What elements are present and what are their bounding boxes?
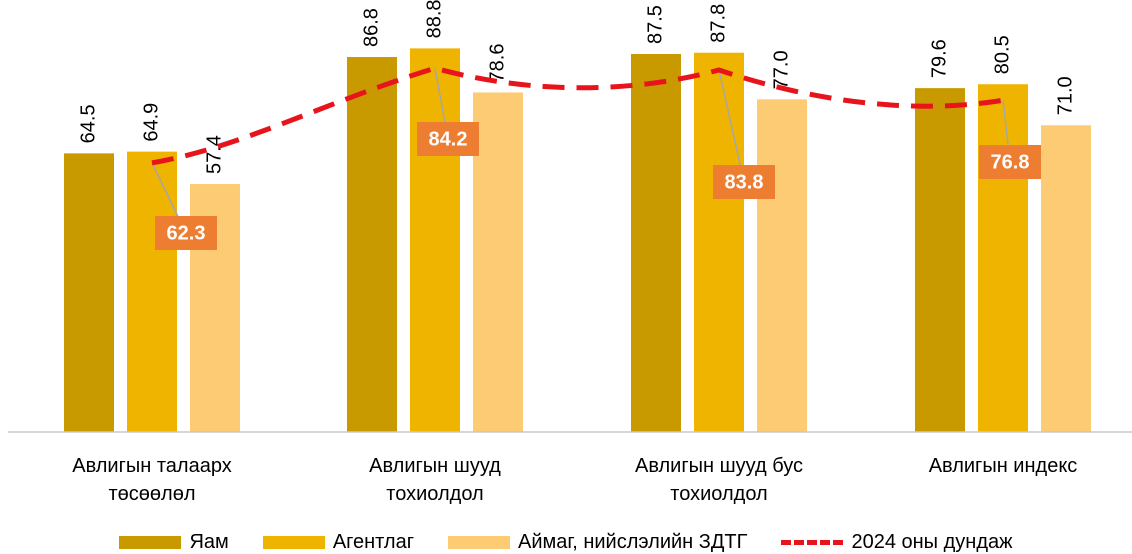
bar-value-label: 71.0 — [1054, 76, 1076, 115]
bar-ministry-perception — [64, 153, 114, 433]
legend-item-aimag: Аймаг, нийслэлийн ЗДТГ — [447, 530, 748, 554]
category-label: тохиолдол — [386, 483, 483, 505]
category-label: тохиолдол — [670, 483, 767, 505]
legend-label-agency: Агентлаг — [332, 530, 414, 553]
average-line-layer — [151, 65, 1004, 166]
category-label: Авлигын талаарх — [72, 455, 232, 477]
bar-value-label: 80.5 — [991, 35, 1013, 74]
bar-ministry-direct — [347, 57, 397, 433]
bar-value-label: 79.6 — [928, 39, 950, 78]
bar-value-label: 87.8 — [707, 4, 729, 43]
legend-swatch-aimag — [447, 535, 510, 549]
average-line — [151, 65, 1004, 166]
legend-label-average: 2024 оны дундаж — [851, 530, 1013, 553]
category-label: Авлигын индекс — [929, 455, 1078, 477]
average-value-label: 76.8 — [991, 151, 1030, 173]
bar-value-label: 78.6 — [486, 44, 508, 83]
legend-label-ministry: Яам — [189, 530, 229, 553]
bar-value-label: 87.5 — [644, 5, 666, 44]
leader-lines-layer — [151, 68, 1011, 234]
legend-line-average — [781, 539, 844, 545]
bar-aimag-index — [1041, 125, 1091, 432]
bars-layer — [64, 48, 1091, 433]
bar-ministry-index — [915, 88, 965, 433]
legend-label-aimag: Аймаг, нийслэлийн ЗДТГ — [517, 530, 748, 553]
category-label: Авлигын шууд — [369, 455, 501, 477]
bar-value-label: 88.8 — [423, 0, 445, 38]
category-label: төсөөлөл — [109, 483, 196, 505]
average-value-label: 62.3 — [167, 222, 206, 244]
legend-item-average: 2024 оны дундаж — [781, 530, 1013, 554]
bar-value-label: 64.5 — [77, 104, 99, 143]
bar-agency-index — [978, 84, 1028, 433]
bar-ministry-indirect — [631, 54, 681, 432]
bar-value-label: 86.8 — [360, 8, 382, 47]
category-labels-layer: Авлигын талаарх төсөөлөл Авлигын шууд тохио… — [72, 455, 1077, 505]
average-label-box — [713, 165, 775, 199]
bar-agency-direct — [410, 48, 460, 432]
bar-value-label: 77.0 — [770, 50, 792, 89]
average-value-label: 83.8 — [725, 171, 764, 193]
chart: 64.5 86.8 87.5 79.6 64.9 88.8 87.8 80.5 57.4 78.6… — [8, 0, 1132, 505]
average-label-box — [979, 145, 1041, 179]
average-label-box — [417, 122, 479, 156]
bar-aimag-indirect — [757, 99, 807, 433]
average-labels-layer: 62.3 84.2 83.8 76.8 — [155, 122, 1041, 250]
legend: Яам Агентлаг Аймаг, нийслэлийн ЗДТГ 2024… — [0, 530, 1132, 554]
average-value-label: 84.2 — [429, 128, 468, 150]
bar-labels-layer: 64.5 86.8 87.5 79.6 64.9 88.8 87.8 80.5 57.4 78.6… — [77, 0, 1076, 174]
legend-swatch-agency — [262, 535, 325, 549]
bar-value-label: 57.4 — [203, 135, 225, 174]
bar-value-label: 64.9 — [140, 103, 162, 142]
average-label-box — [155, 216, 217, 250]
bar-aimag-direct — [473, 92, 523, 432]
legend-swatch-ministry — [119, 535, 182, 549]
average-leader-line — [718, 69, 745, 183]
category-label: Авлигын шууд бус — [635, 455, 803, 477]
legend-item-agency: Агентлаг — [262, 530, 414, 554]
bar-agency-perception — [127, 151, 177, 432]
bar-agency-indirect — [694, 52, 744, 432]
legend-item-ministry: Яам — [119, 530, 229, 554]
